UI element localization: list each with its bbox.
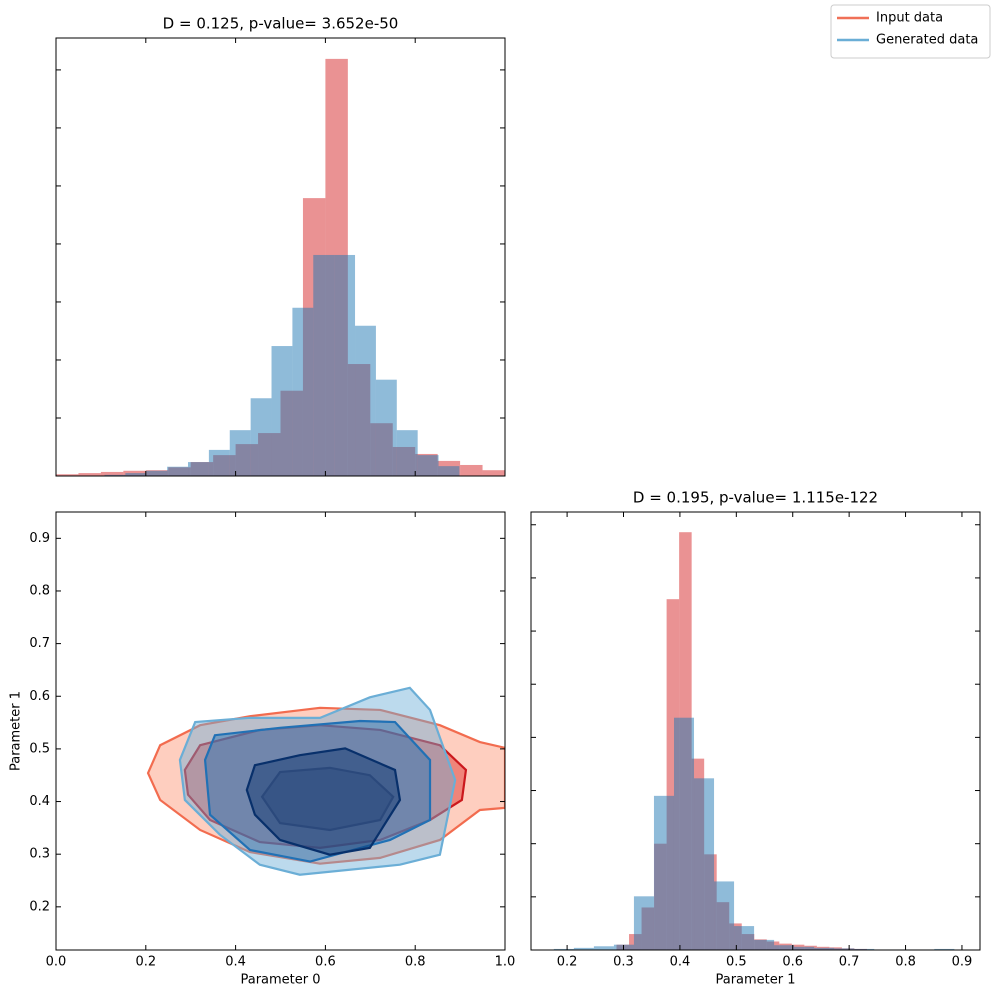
histogram-bar	[375, 379, 397, 476]
histogram-bar	[714, 881, 735, 950]
histogram-bar	[934, 948, 955, 950]
histogram-bar	[208, 449, 230, 476]
histogram-bar	[229, 430, 251, 476]
histogram-bar	[482, 470, 505, 476]
y-tick-label: 0.5	[29, 741, 50, 756]
x-tick-label: 0.6	[782, 955, 803, 970]
histogram-bar	[834, 948, 855, 950]
x-tick-label: 0.5	[726, 955, 747, 970]
legend-box	[830, 4, 991, 59]
histogram-bar	[104, 474, 126, 476]
histogram-bar	[438, 466, 460, 476]
histogram-bar	[56, 474, 79, 476]
y-tick-label: 0.3	[29, 847, 50, 862]
y-tick-label: 0.8	[29, 583, 50, 598]
histogram-bar	[292, 307, 314, 476]
axes-frame	[530, 511, 981, 951]
contour-level	[203, 719, 432, 863]
histogram-bar	[854, 948, 875, 950]
x-tick-label: 0.7	[839, 955, 860, 970]
histogram-bar	[167, 466, 189, 476]
histogram-bar	[334, 254, 356, 476]
histogram-bar	[146, 470, 168, 476]
histogram-bar	[573, 947, 594, 950]
histogram-bar	[460, 464, 483, 476]
axes-frame	[55, 37, 506, 477]
histogram-bar	[734, 926, 755, 950]
histogram-bar	[188, 462, 209, 476]
x-tick-label: 0.8	[405, 955, 426, 970]
histogram-bar	[814, 947, 835, 950]
plot-area	[553, 532, 955, 950]
histogram-bar	[125, 473, 147, 476]
histogram-bar	[250, 398, 272, 476]
histogram-bar	[653, 795, 674, 950]
x-tick-label: 0.6	[315, 955, 336, 970]
y-tick-label: 0.6	[29, 689, 50, 704]
axes-title: D = 0.195, p-value= 1.115e-122	[633, 489, 878, 507]
y-tick-label: 0.7	[29, 636, 50, 651]
histogram-bar	[100, 471, 124, 476]
histogram-bar	[774, 945, 795, 950]
y-tick-label: 0.2	[29, 899, 50, 914]
histogram-bar	[78, 473, 101, 476]
histogram-bar	[313, 254, 335, 476]
histogram-bar	[673, 717, 695, 950]
x-axis-label: Parameter 1	[715, 973, 795, 988]
y-axis-label: Parameter 1	[9, 691, 24, 771]
x-tick-label: 0.2	[135, 955, 156, 970]
histogram-bar	[271, 346, 293, 476]
contour-level	[178, 686, 457, 876]
histogram-bar	[396, 430, 418, 476]
x-tick-label: 0.0	[46, 955, 67, 970]
x-tick-label: 0.3	[613, 955, 634, 970]
contour-level	[260, 766, 395, 832]
x-tick-label: 0.2	[557, 955, 578, 970]
y-tick-label: 0.4	[29, 794, 50, 809]
histogram-bar	[417, 455, 439, 476]
y-tick-label: 0.9	[29, 531, 50, 546]
legend-label: Input data	[876, 11, 943, 26]
histogram-bar	[593, 946, 614, 950]
plot-area	[56, 58, 505, 476]
x-tick-label: 0.4	[670, 955, 691, 970]
axes-title: D = 0.125, p-value= 3.652e-50	[163, 15, 399, 33]
histogram-bar	[633, 896, 654, 950]
x-tick-label: 0.8	[895, 955, 916, 970]
histogram-bar	[694, 778, 715, 950]
legend-label: Generated data	[876, 33, 978, 48]
histogram-bar	[355, 325, 376, 476]
x-tick-label: 1.0	[495, 955, 516, 970]
axes-frame	[55, 511, 506, 951]
histogram-bar	[794, 946, 815, 950]
plot-area	[146, 686, 505, 876]
x-axis-label: Parameter 0	[240, 973, 320, 988]
contour-level	[245, 747, 402, 856]
histogram-bar	[754, 939, 775, 950]
x-tick-label: 0.9	[952, 955, 973, 970]
histogram-bar	[553, 948, 574, 950]
x-tick-label: 0.4	[225, 955, 246, 970]
